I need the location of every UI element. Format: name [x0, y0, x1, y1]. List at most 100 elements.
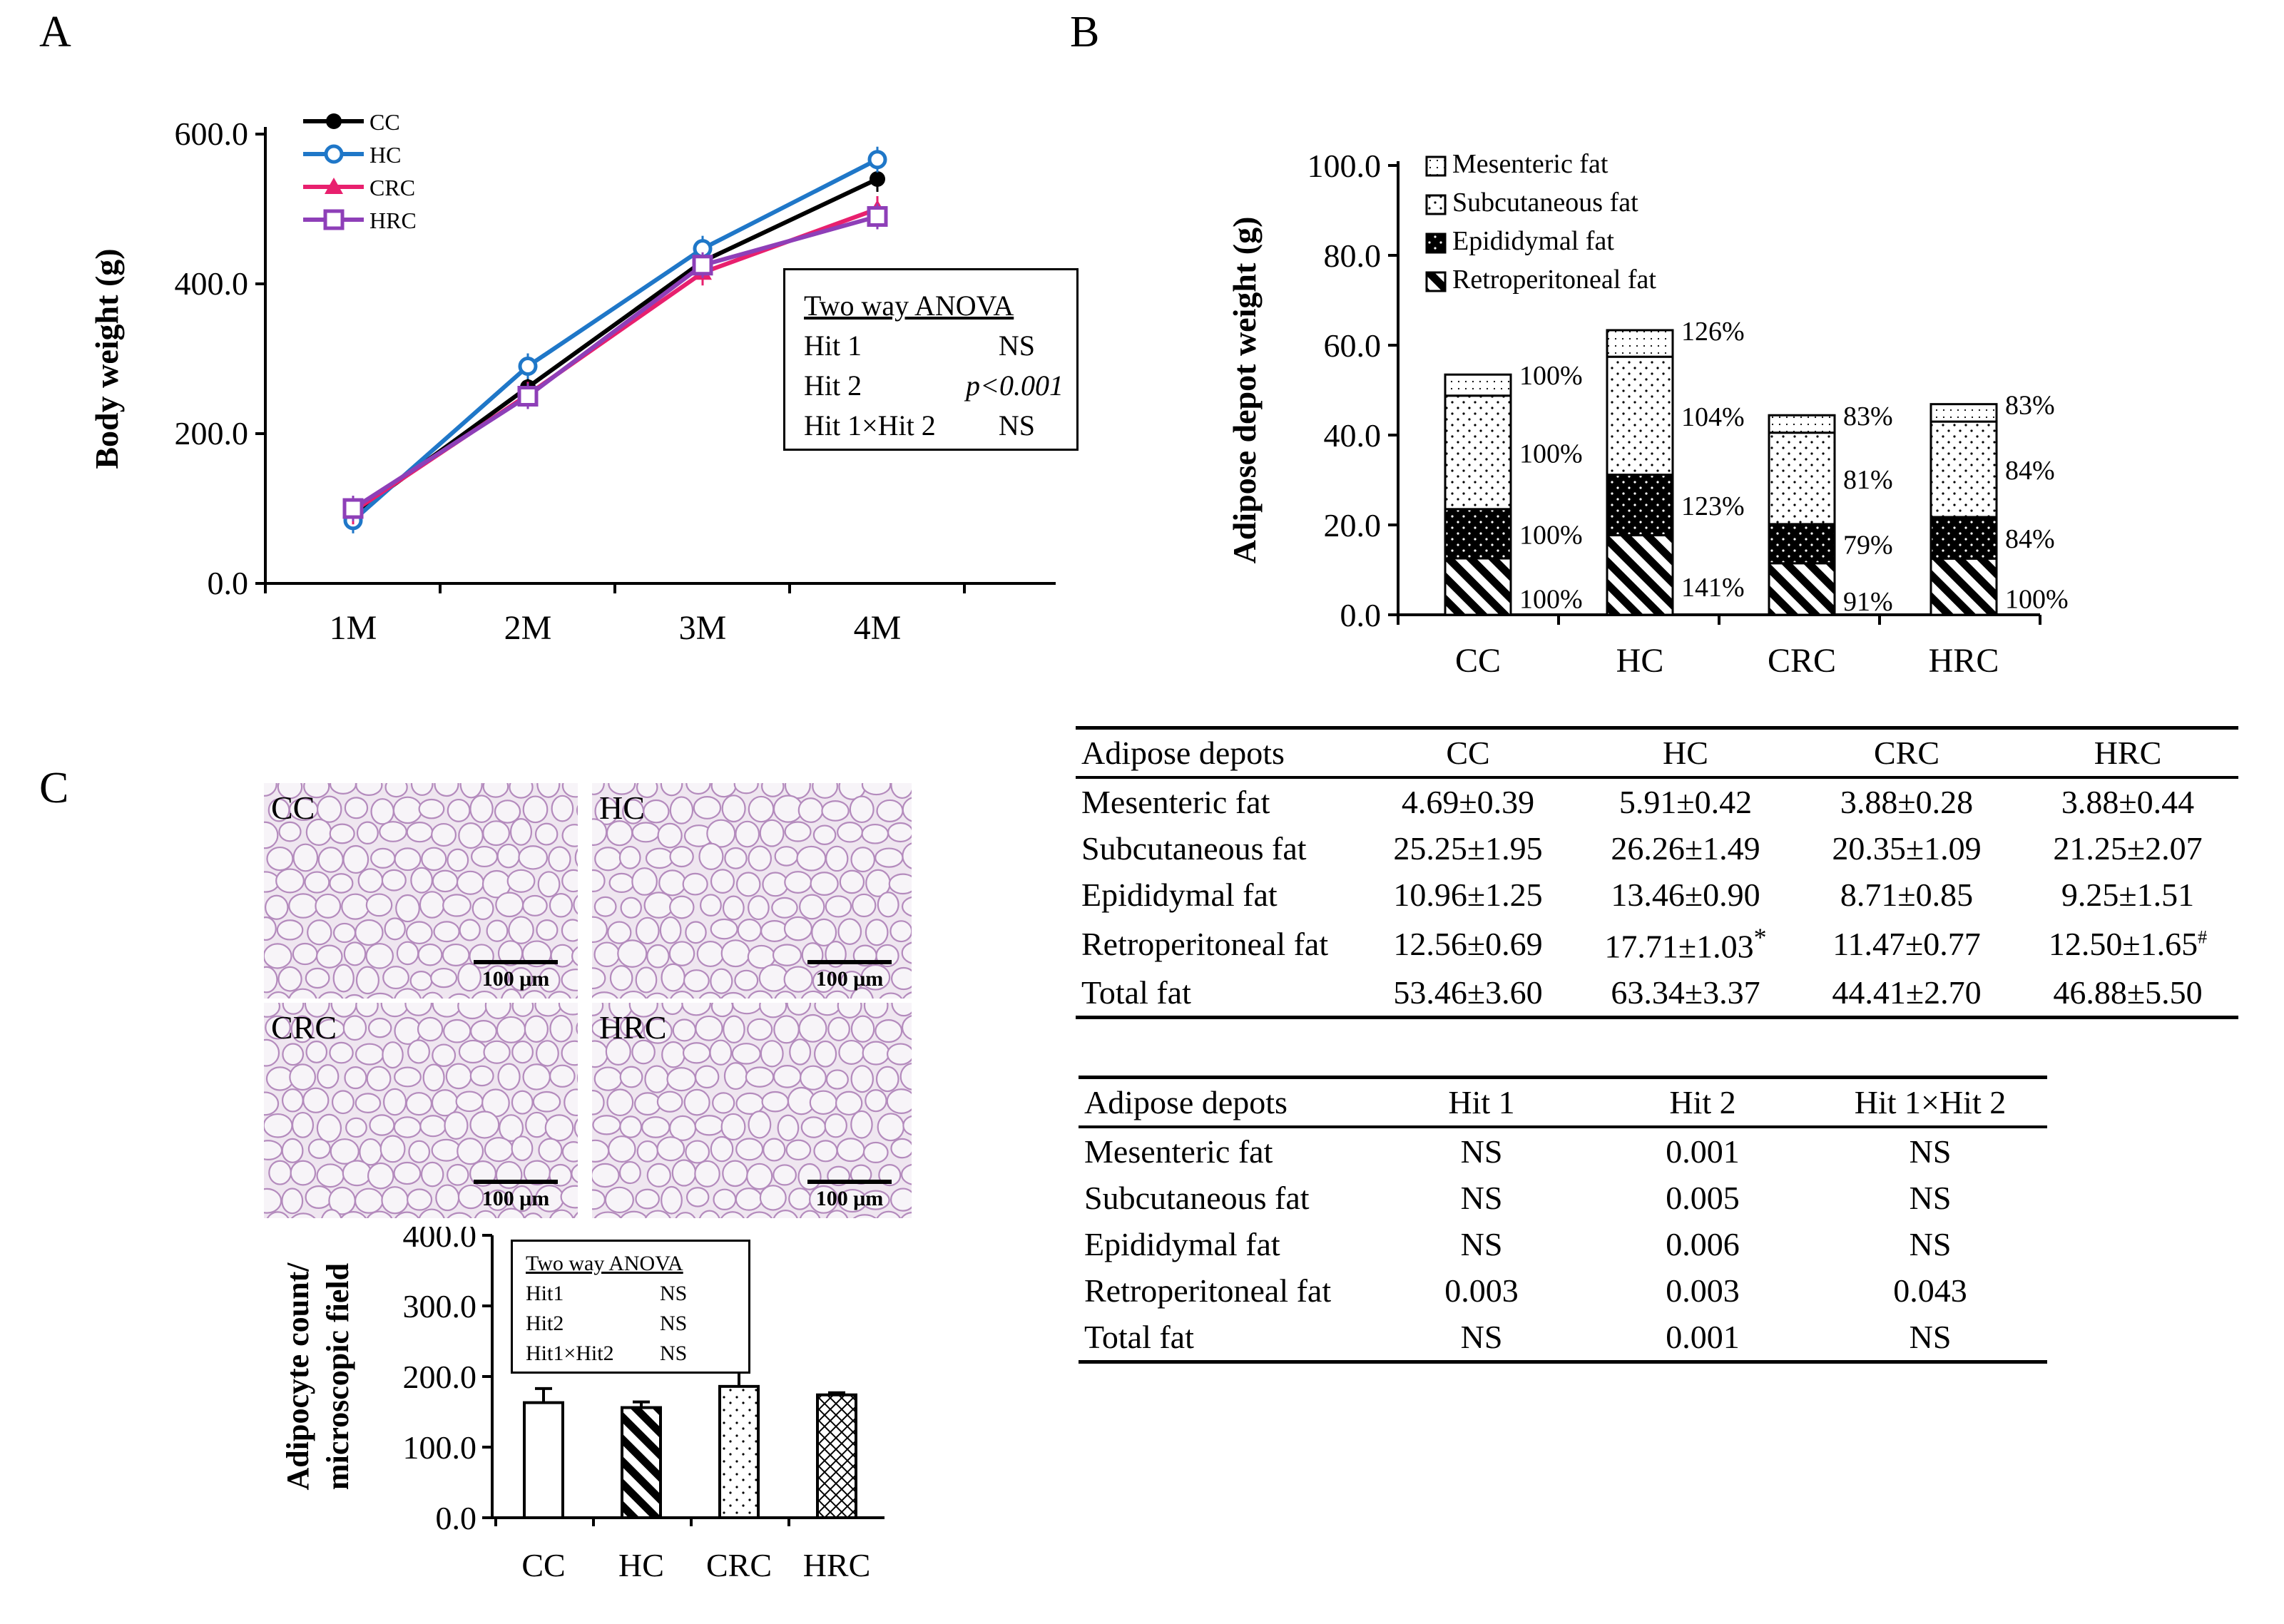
- adipocyte: [366, 1066, 392, 1092]
- table2-cell: NS: [1460, 1226, 1503, 1262]
- x-tick-label: 2M: [504, 609, 552, 647]
- adipocyte: [407, 1039, 430, 1064]
- adipocyte: [724, 847, 748, 869]
- adipocyte: [593, 896, 617, 917]
- adipocyte-texture: [264, 1003, 578, 1218]
- adipocyte: [381, 869, 407, 892]
- table-row: Epididymal fat 10.96±1.25 13.46±0.90 8.7…: [1076, 872, 2238, 918]
- adipocyte: [292, 942, 318, 966]
- legend-label: Epididymal fat: [1452, 226, 1614, 256]
- anova-c-value: NS: [660, 1342, 688, 1365]
- adipocyte: [685, 783, 711, 795]
- adipocyte: [549, 1014, 573, 1043]
- adipocyte: [861, 1190, 890, 1210]
- adipocyte: [266, 846, 294, 872]
- adipocyte: [825, 845, 849, 872]
- table1-cell: Retroperitoneal fat: [1081, 925, 1329, 962]
- adipocyte: [370, 798, 394, 825]
- adipocyte: [850, 987, 874, 999]
- adipocyte: [825, 1069, 849, 1090]
- adipocyte: [366, 1210, 393, 1218]
- adipocyte: [561, 869, 578, 893]
- percent-label: 126%: [1681, 317, 1745, 347]
- adipocyte: [538, 967, 561, 993]
- adipocyte: [265, 1015, 291, 1040]
- adipocyte: [789, 1038, 812, 1066]
- adipocyte: [316, 1113, 342, 1143]
- data-point: [870, 171, 885, 187]
- micrograph-cc: CC 100 μm: [264, 783, 578, 999]
- adipose-depot-stacked-bar-chart: 0.0 20.0 40.0 60.0 80.0 100.0 Adipose depot we…: [1226, 148, 2069, 680]
- legend-swatch: [1425, 194, 1447, 215]
- adipocyte: [723, 1062, 748, 1091]
- table-row: Subcutaneous fat 25.25±1.95 26.26±1.49 2…: [1076, 825, 2238, 872]
- table1-cell: 21.25±2.07: [2053, 830, 2203, 867]
- adipocyte: [508, 916, 534, 944]
- adipocyte: [408, 1140, 431, 1163]
- adipocyte: [735, 1138, 764, 1161]
- adipocyte: [470, 1020, 497, 1043]
- series-line: [352, 214, 878, 511]
- adipocyte: [290, 1212, 316, 1218]
- adipocyte: [735, 1188, 763, 1211]
- adipocyte: [837, 918, 862, 945]
- adipocyte: [784, 821, 812, 842]
- table1-cell: 44.41±2.70: [1796, 969, 2017, 1020]
- adipocyte: [771, 897, 798, 919]
- table1-cell: Subcutaneous fat: [1081, 830, 1307, 867]
- adipocyte: [381, 1186, 409, 1215]
- table1-cell: 53.46±3.60: [1361, 969, 1575, 1020]
- adipocyte: [646, 944, 670, 969]
- adipocyte: [784, 871, 812, 894]
- table2-cell: Retroperitoneal fat: [1084, 1272, 1332, 1309]
- table1-cell: 63.34±3.37: [1575, 969, 1796, 1020]
- panel-label-b: B: [1070, 8, 1100, 56]
- adipocyte: [536, 783, 561, 798]
- table-row: Retroperitoneal fat 0.003 0.003 0.043: [1079, 1267, 2047, 1314]
- y-tick-label: 0.0: [1340, 597, 1382, 633]
- adipocyte: [482, 783, 509, 798]
- adipocyte: [359, 1138, 382, 1166]
- scale-bar-label: 100 μm: [481, 967, 550, 991]
- adipocyte: [694, 1115, 725, 1136]
- adipocyte: [783, 966, 813, 993]
- adipocyte: [860, 964, 891, 991]
- table1-header: HRC: [2017, 726, 2238, 779]
- adipocyte: [264, 943, 292, 969]
- adipocyte: [393, 1116, 422, 1138]
- depot-weights-table: Adipose depots CC HC CRC HRC Mesenteric …: [1076, 726, 2238, 1020]
- adipocyte: [518, 845, 549, 870]
- adipocyte: [683, 1088, 710, 1116]
- adipocyte: [357, 868, 384, 894]
- adipocyte: [734, 969, 759, 991]
- table2-cell: Subcutaneous fat: [1084, 1180, 1310, 1216]
- bar-segment-mesenteric-fat: [1929, 403, 1998, 423]
- adipocyte: [783, 916, 813, 941]
- adipocyte: [592, 1090, 605, 1115]
- micrograph-hrc: HRC 100 μm: [592, 1003, 912, 1218]
- adipocyte: [645, 847, 674, 869]
- table1-cell: 9.25±1.51: [2061, 877, 2195, 913]
- table2-cell: NS: [1371, 1314, 1592, 1364]
- adipocyte: [644, 1210, 671, 1218]
- adipocyte: [762, 872, 789, 897]
- adipocyte: [417, 943, 443, 966]
- table2-cell: NS: [1909, 1133, 1952, 1170]
- adipocyte: [606, 1088, 634, 1117]
- adipocyte: [617, 939, 648, 968]
- percent-label: 100%: [1519, 361, 1583, 391]
- x-tick-label: CRC: [706, 1547, 772, 1583]
- adipocyte: [266, 1211, 290, 1218]
- adipocyte: [379, 1135, 406, 1163]
- adipocyte: [316, 795, 342, 823]
- adipocyte: [486, 1189, 509, 1211]
- adipocyte: [277, 783, 303, 800]
- table-row: Epididymal fat NS 0.006 NS: [1079, 1221, 2047, 1267]
- adipocyte: [849, 795, 875, 824]
- adipocyte: [548, 991, 571, 999]
- adipocyte: [509, 967, 534, 991]
- table2-cell: NS: [1460, 1133, 1503, 1170]
- adipocyte: [410, 867, 433, 894]
- adipocyte: [394, 847, 422, 872]
- bar-segment-epididymal-fat: [1606, 474, 1674, 536]
